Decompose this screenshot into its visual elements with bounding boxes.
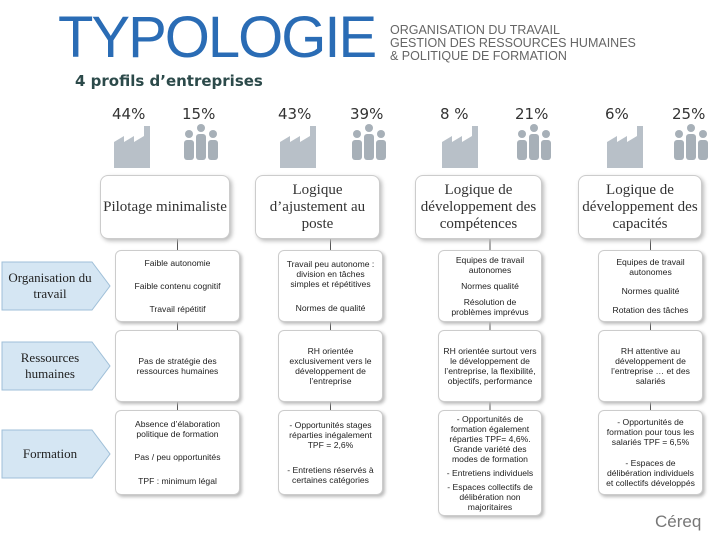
share: 21% bbox=[515, 105, 549, 123]
cell-text: Equipes de travail autonomes bbox=[616, 256, 685, 277]
person-head bbox=[209, 130, 217, 138]
org-line: & POLITIQUE DE FORMATION bbox=[390, 49, 567, 63]
cell-text: Faible contenu cognitif bbox=[134, 280, 221, 291]
row-arrow bbox=[1, 261, 111, 311]
person-head bbox=[353, 130, 361, 138]
person-body bbox=[208, 140, 218, 160]
cell-text: Pas / peu opportunités bbox=[134, 452, 221, 463]
cell: Pas de stratégie des ressources humaines bbox=[115, 330, 240, 402]
share: 44% bbox=[112, 105, 146, 123]
share: 43% bbox=[278, 105, 312, 123]
subtitle: 4 profils d’entreprises bbox=[75, 72, 263, 90]
cell: - Opportunités de formation également ré… bbox=[438, 410, 542, 516]
cell-text: Normes qualité bbox=[621, 285, 680, 296]
cell-text: Pas de stratégie des ressources humaines bbox=[136, 356, 219, 376]
row-label: Formation bbox=[22, 446, 78, 461]
person-body bbox=[541, 140, 551, 160]
row-arrow bbox=[1, 341, 111, 391]
cell-text: RH orientée surtout vers le développemen… bbox=[443, 346, 537, 386]
cell-text: Equipes de travail autonomes bbox=[455, 255, 525, 275]
cell-text: - Opportunités de formation également ré… bbox=[449, 414, 531, 464]
person-body bbox=[517, 140, 527, 160]
cell-text: - Entretiens individuels bbox=[446, 468, 534, 478]
share: 25% bbox=[672, 105, 706, 123]
cell-text: TPF : minimum légal bbox=[138, 476, 217, 487]
person-body bbox=[698, 140, 708, 160]
cell-text: Absence d’élaboration politique de forma… bbox=[134, 418, 221, 439]
cell-text: - Entretiens réservés à certaines catégo… bbox=[287, 465, 374, 486]
cell: Equipes de travail autonomes Normes quali… bbox=[438, 250, 542, 322]
cell-text: RH orientée exclusivement vers le dévelo… bbox=[289, 346, 372, 386]
cell-text: Rotation des tâches bbox=[612, 305, 689, 316]
person-body bbox=[674, 140, 684, 160]
person-body bbox=[529, 134, 539, 160]
cell-text: - Opportunités de formation pour tous le… bbox=[606, 417, 695, 448]
person-head bbox=[197, 124, 205, 132]
profile-title: Pilotage minimaliste bbox=[100, 175, 230, 239]
factory-icon bbox=[114, 126, 150, 168]
cell: RH orientée surtout vers le développemen… bbox=[438, 330, 542, 402]
person-body bbox=[376, 140, 386, 160]
cell-text: - Espaces de délibération individuels et… bbox=[606, 457, 695, 488]
title: TYPOLOGIE bbox=[58, 5, 377, 70]
person-head bbox=[185, 130, 193, 138]
cell: RH orientée exclusivement vers le dévelo… bbox=[278, 330, 383, 402]
person-head bbox=[542, 130, 550, 138]
person-head bbox=[365, 124, 373, 132]
cell-text: Travail peu autonome : division en tâche… bbox=[286, 259, 375, 289]
cell: Travail peu autonome : division en tâche… bbox=[278, 250, 383, 322]
cell-text: Normes de qualité bbox=[295, 303, 366, 313]
cell-text: Faible autonomie bbox=[144, 258, 211, 269]
person-head bbox=[530, 124, 538, 132]
row-label: Ressources humaines bbox=[20, 350, 80, 381]
org-lines: ORGANISATION DU TRAVAIL GESTION DES RESS… bbox=[390, 24, 636, 63]
cell: - Opportunités de formation pour tous le… bbox=[598, 410, 703, 495]
org-line: ORGANISATION DU TRAVAIL bbox=[390, 23, 560, 37]
share: 8 % bbox=[440, 105, 469, 123]
org-line: GESTION DES RESSOURCES HUMAINES bbox=[390, 36, 636, 50]
person-head bbox=[699, 130, 707, 138]
person-body bbox=[364, 134, 374, 160]
cell: - Opportunités stages réparties inégalem… bbox=[278, 410, 383, 495]
person-body bbox=[196, 134, 206, 160]
cell-text: Normes qualité bbox=[461, 281, 519, 291]
profile-title: Logique de développement des capacités bbox=[578, 175, 702, 239]
factory-icon bbox=[607, 126, 643, 168]
cell: Faible autonomie Faible contenu cognitif T… bbox=[115, 250, 240, 322]
cell-text: Résolution de problèmes imprévus bbox=[451, 297, 529, 317]
cell: Absence d’élaboration politique de forma… bbox=[115, 410, 240, 495]
share: 39% bbox=[350, 105, 384, 123]
person-head bbox=[377, 130, 385, 138]
share: 15% bbox=[182, 105, 216, 123]
cell: Equipes de travail autonomes Normes quali… bbox=[598, 250, 703, 322]
person-body bbox=[184, 140, 194, 160]
factory-icon bbox=[442, 126, 478, 168]
cell-text: RH attentive au développement de l’entre… bbox=[611, 346, 690, 386]
cell: RH attentive au développement de l’entre… bbox=[598, 330, 703, 402]
profile-title: Logique de développement des compétences bbox=[415, 175, 542, 239]
cell-text: - Espaces collectifs de délibération non… bbox=[447, 482, 533, 512]
logo: Céreq bbox=[655, 512, 702, 531]
profile-title: Logique d’ajustement au poste bbox=[255, 175, 380, 239]
share: 6% bbox=[605, 105, 629, 123]
person-head bbox=[687, 124, 695, 132]
person-body bbox=[686, 134, 696, 160]
factory-icon bbox=[280, 126, 316, 168]
person-head bbox=[675, 130, 683, 138]
cell-text: - Opportunités stages réparties inégalem… bbox=[289, 419, 372, 450]
person-body bbox=[352, 140, 362, 160]
person-head bbox=[518, 130, 526, 138]
cell-text: Travail répétitif bbox=[149, 303, 206, 314]
row-label: Organisation du travail bbox=[8, 270, 92, 301]
row-arrow bbox=[1, 429, 111, 479]
